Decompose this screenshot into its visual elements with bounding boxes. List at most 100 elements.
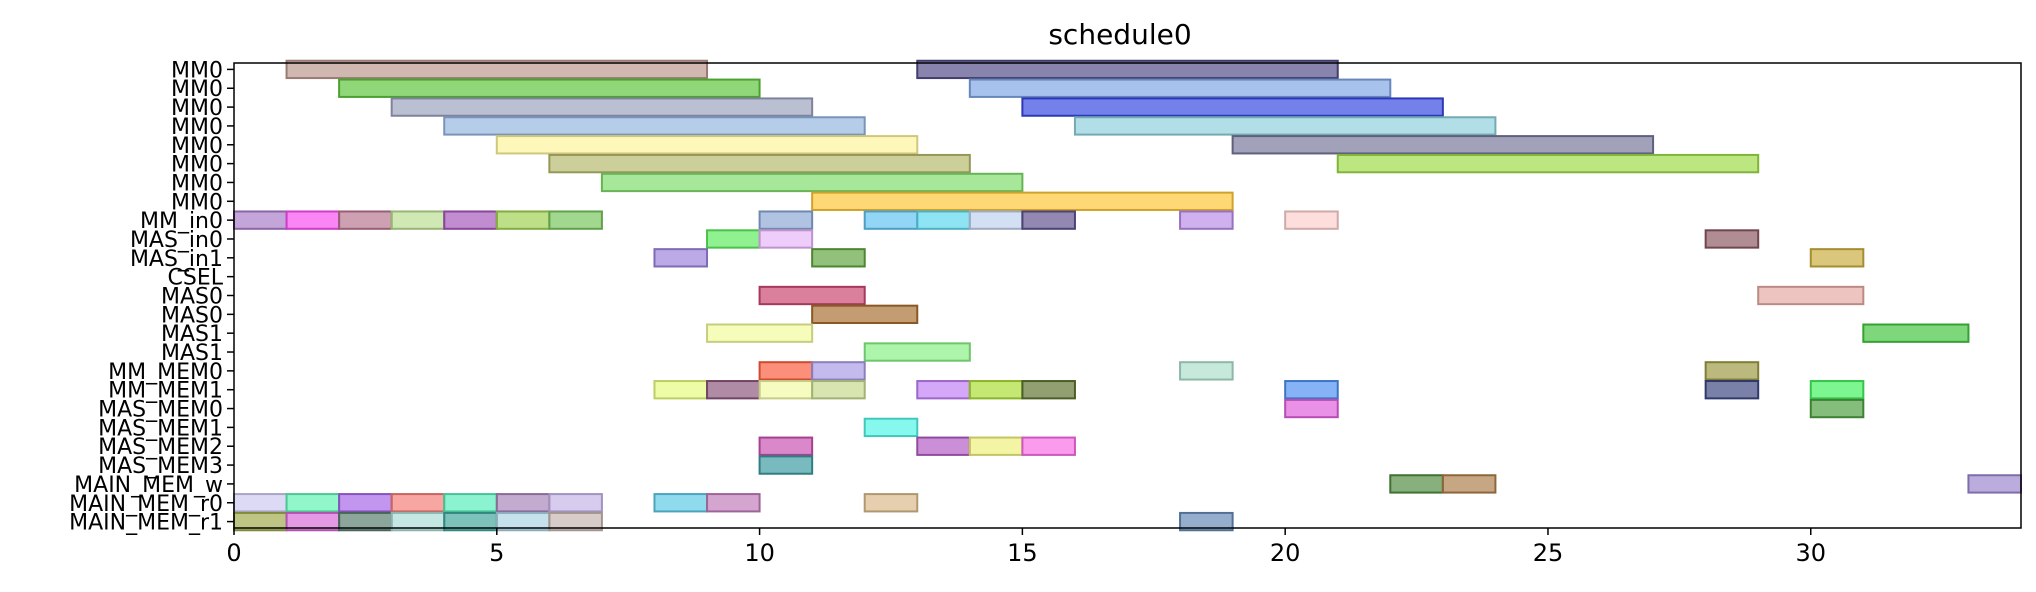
task-bar — [758, 380, 814, 400]
task-bar — [1179, 361, 1234, 381]
task-bar — [548, 511, 603, 532]
task-bar — [758, 361, 814, 381]
task-bar — [863, 493, 919, 513]
y-tick-label: MAS_in0 — [130, 228, 223, 253]
task-bar — [1073, 116, 1497, 136]
task-bar — [1231, 135, 1655, 155]
y-tick-label: MM_in0 — [140, 209, 223, 234]
task-bar — [811, 248, 866, 268]
task-bar — [758, 210, 814, 230]
y-tick-label: MAS_in1 — [130, 247, 223, 272]
x-tick-label: 5 — [489, 539, 504, 567]
y-tick-label: MM_MEM0 — [108, 360, 223, 385]
task-bar — [811, 380, 866, 400]
y-tick-label: MAS_MEM2 — [98, 435, 223, 460]
task-bar — [1704, 229, 1760, 249]
task-bar — [1389, 474, 1444, 494]
task-bar — [390, 493, 446, 513]
task-bar — [1179, 210, 1234, 230]
y-tick-label: MAS_MEM3 — [98, 454, 223, 479]
task-bar — [338, 78, 761, 98]
task-bar — [1021, 380, 1076, 400]
x-tick-label: 30 — [1795, 539, 1826, 567]
task-bar — [285, 59, 709, 80]
task-bar — [758, 455, 814, 475]
y-tick-label: MM0 — [171, 171, 223, 196]
y-tick-label: MM0 — [171, 190, 223, 215]
task-bar — [338, 210, 393, 230]
task-bar — [495, 210, 551, 230]
task-bar — [811, 304, 919, 325]
task-bar — [811, 191, 1234, 211]
task-bar — [1809, 380, 1865, 400]
task-bar — [968, 78, 1392, 98]
task-bar — [1284, 398, 1339, 419]
task-bar — [706, 493, 761, 513]
y-tick-label: MM_MEM1 — [108, 379, 223, 404]
task-bars — [233, 59, 2022, 532]
task-bar — [233, 210, 288, 230]
task-bar — [653, 380, 709, 400]
task-bar — [495, 493, 551, 513]
task-bar — [1967, 474, 2022, 494]
y-tick-label: MM0 — [171, 153, 223, 178]
task-bar — [758, 229, 814, 249]
x-tick-label: 0 — [226, 539, 241, 567]
y-tick-label: MAIN_MEM_r0 — [69, 492, 223, 517]
task-bar — [706, 323, 814, 343]
task-bar — [390, 210, 446, 230]
y-tick-label: MM0 — [171, 58, 223, 83]
task-bar — [1704, 380, 1760, 400]
task-bar — [758, 436, 814, 456]
x-tick-label: 10 — [744, 539, 775, 567]
task-bar — [600, 172, 1024, 193]
task-bar — [653, 493, 709, 513]
chart-title: schedule0 — [1048, 18, 1191, 51]
y-tick-label: MAIN_MEM_w — [74, 473, 223, 498]
task-bar — [968, 380, 1024, 400]
x-axis: 0 5 10 15 20 25 30 — [226, 528, 1826, 567]
task-bar — [338, 493, 393, 513]
task-bar — [495, 135, 919, 155]
task-bar — [863, 210, 919, 230]
task-bar — [916, 380, 971, 400]
y-tick-label: MM0 — [171, 115, 223, 140]
task-bar — [390, 97, 814, 117]
y-tick-label: MAS_MEM0 — [98, 398, 223, 423]
task-bar — [916, 59, 1339, 80]
task-bar — [916, 210, 971, 230]
y-tick-label: MM0 — [171, 96, 223, 121]
task-bar — [1704, 361, 1760, 381]
task-bar — [443, 116, 866, 136]
task-bar — [863, 417, 919, 438]
task-bar — [548, 493, 603, 513]
y-tick-label: CSEL — [168, 266, 224, 291]
task-bar — [758, 285, 866, 306]
task-bar — [1336, 153, 1760, 174]
y-tick-label: MAS0 — [161, 285, 223, 310]
task-bar — [706, 229, 761, 249]
task-bar — [653, 248, 709, 268]
task-bar — [443, 493, 498, 513]
task-bar — [1757, 285, 1865, 306]
task-bar — [1284, 380, 1339, 400]
y-tick-label: MAS0 — [161, 303, 223, 328]
task-bar — [811, 361, 866, 381]
task-bar — [863, 342, 971, 362]
task-bar — [1284, 210, 1339, 230]
y-tick-label: MAIN_MEM_r1 — [69, 511, 223, 536]
task-bar — [285, 210, 341, 230]
task-bar — [1441, 474, 1497, 494]
y-tick-label: MAS1 — [161, 322, 223, 347]
task-bar — [548, 210, 603, 230]
task-bar — [1021, 97, 1444, 117]
task-bar — [1809, 248, 1865, 268]
task-bar — [1809, 398, 1865, 419]
task-bar — [706, 380, 761, 400]
y-axis: MM0MM0MM0MM0MM0MM0MM0MM0MM_in0MAS_in0MAS… — [69, 58, 234, 536]
y-tick-label: MM0 — [171, 134, 223, 159]
task-bar — [916, 436, 971, 456]
task-bar — [1179, 511, 1234, 532]
task-bar — [548, 153, 971, 174]
